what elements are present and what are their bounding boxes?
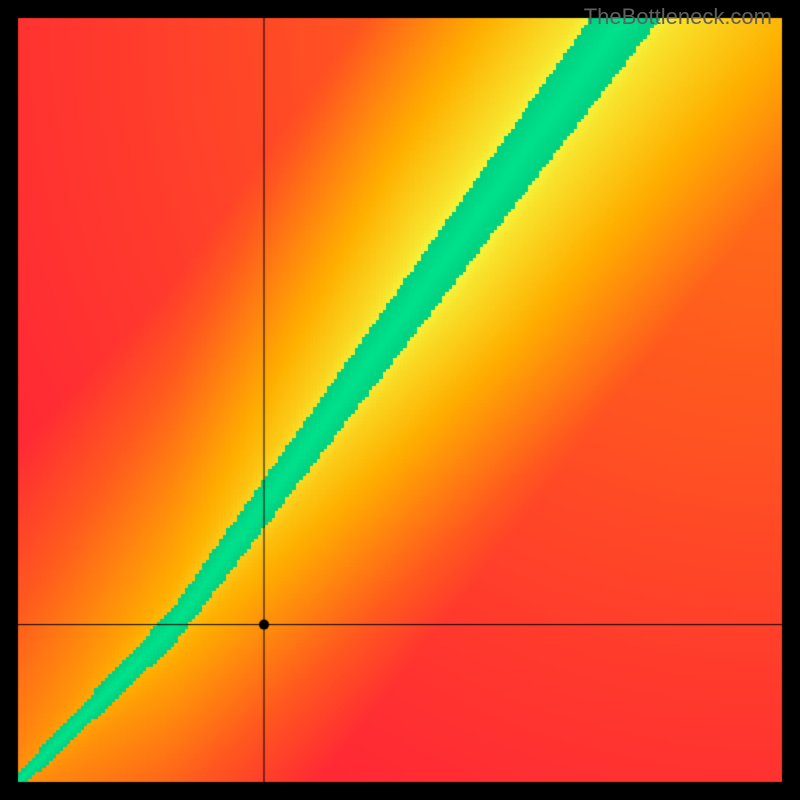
watermark-label: TheBottleneck.com: [584, 4, 772, 30]
chart-container: TheBottleneck.com: [0, 0, 800, 800]
heatmap-canvas: [0, 0, 800, 800]
